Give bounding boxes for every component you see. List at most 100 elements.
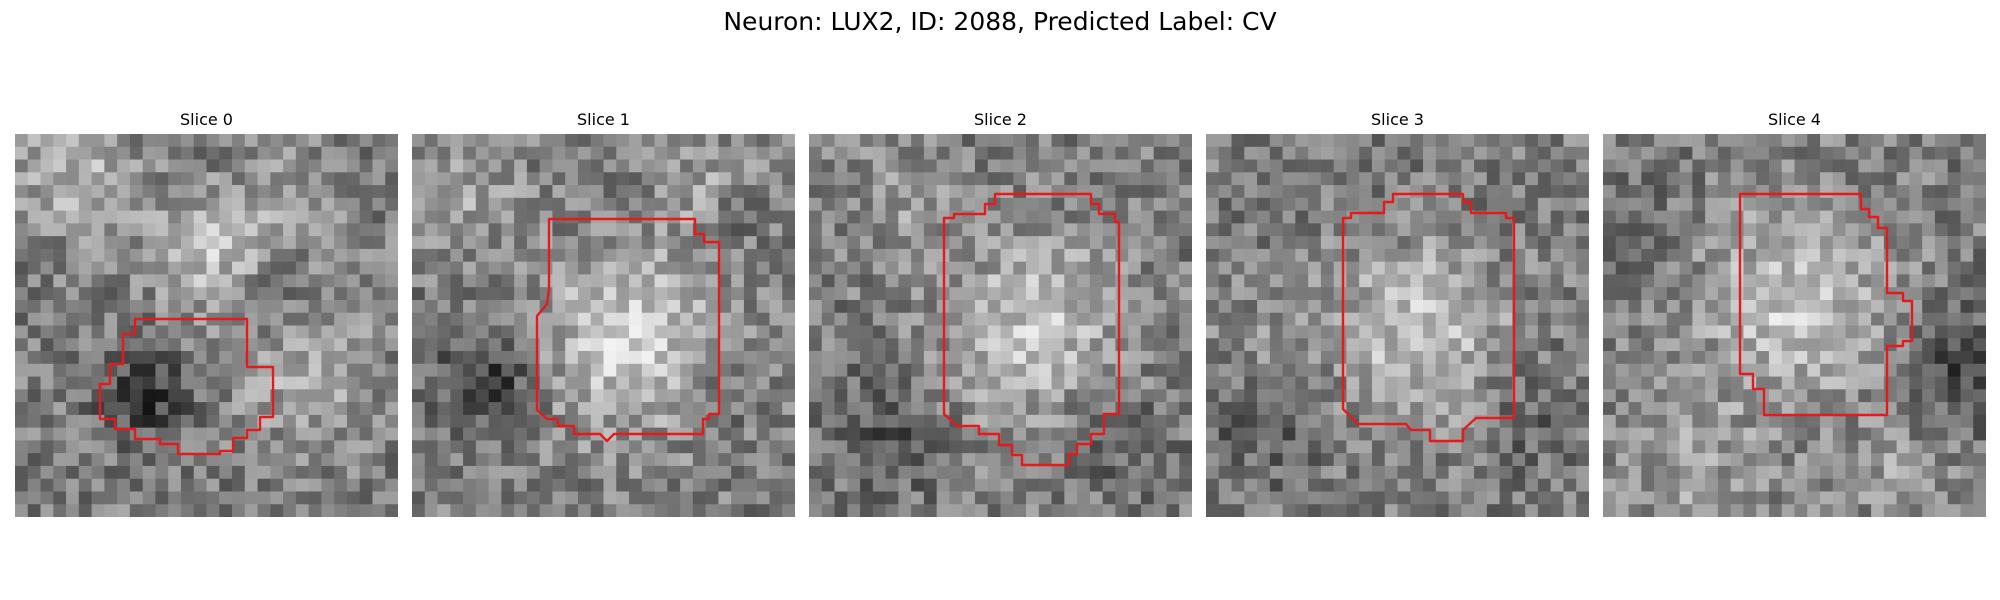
pixel — [1960, 197, 1974, 211]
pixel — [15, 325, 29, 339]
pixel — [1308, 427, 1322, 441]
pixel — [412, 363, 426, 377]
pixel — [1077, 274, 1091, 288]
pixel — [1871, 248, 1885, 263]
pixel — [1794, 465, 1808, 480]
pixel — [885, 351, 899, 365]
pixel — [1628, 261, 1642, 275]
pixel — [206, 351, 220, 365]
pixel — [1537, 363, 1552, 377]
pixel — [743, 338, 758, 352]
pixel — [1486, 504, 1501, 517]
pixel — [180, 465, 195, 480]
pixel — [552, 491, 566, 505]
pixel — [872, 351, 886, 365]
pixel — [1550, 389, 1564, 403]
pixel — [27, 223, 41, 237]
pixel — [244, 440, 258, 454]
pixel — [15, 223, 29, 237]
pixel — [1692, 197, 1706, 211]
pixel — [1218, 325, 1232, 339]
pixel — [1794, 172, 1808, 186]
pixel — [475, 414, 489, 429]
pixel — [1692, 312, 1706, 326]
pixel — [1384, 287, 1398, 301]
pixel — [1206, 453, 1220, 467]
pixel — [244, 159, 258, 173]
pixel — [142, 338, 156, 352]
pixel — [705, 363, 719, 377]
pixel — [1461, 134, 1475, 148]
pixel — [743, 274, 758, 288]
pixel — [1448, 210, 1462, 224]
pixel — [15, 440, 29, 454]
pixel — [667, 159, 681, 173]
pixel — [359, 248, 373, 263]
pixel — [1603, 287, 1617, 301]
pixel — [1153, 363, 1167, 377]
pixel — [539, 172, 553, 186]
pixel — [1038, 351, 1052, 365]
pixel — [1308, 491, 1322, 505]
pixel — [1026, 159, 1040, 173]
pixel — [821, 325, 835, 339]
pixel — [27, 210, 41, 224]
pixel — [654, 376, 668, 390]
pixel — [603, 185, 617, 199]
pixel — [1499, 376, 1513, 390]
pixel — [385, 440, 398, 454]
pixel — [15, 389, 29, 403]
pixel — [1512, 491, 1526, 505]
pixel — [514, 210, 528, 224]
pixel — [1730, 453, 1744, 467]
pixel — [1410, 338, 1424, 352]
pixel — [1384, 351, 1398, 365]
pixel — [1128, 389, 1142, 403]
pixel — [885, 197, 899, 211]
pixel — [514, 172, 528, 186]
pixel — [1717, 491, 1732, 505]
pixel — [1384, 325, 1398, 339]
pixel — [180, 504, 195, 517]
pixel — [641, 236, 655, 250]
pixel — [667, 274, 681, 288]
pixel — [501, 351, 515, 365]
pixel — [552, 389, 566, 403]
pixel — [898, 338, 912, 352]
pixel — [756, 389, 770, 403]
pixel — [1705, 376, 1719, 390]
pixel — [1615, 197, 1629, 211]
pixel — [1179, 465, 1192, 480]
pixel — [1845, 210, 1859, 224]
pixel — [1218, 197, 1232, 211]
pixel — [78, 504, 92, 517]
pixel — [142, 376, 156, 390]
pixel — [501, 274, 515, 288]
pixel — [1461, 172, 1475, 186]
pixel — [1768, 210, 1783, 224]
pixel — [117, 465, 131, 480]
pixel — [885, 402, 899, 416]
pixel — [860, 427, 874, 441]
pixel — [91, 338, 105, 352]
pixel — [987, 146, 1001, 160]
pixel — [949, 146, 963, 160]
pixel — [756, 363, 770, 377]
pixel — [1115, 351, 1129, 365]
pixel — [424, 299, 438, 314]
pixel — [359, 274, 373, 288]
pixel — [1269, 210, 1283, 224]
pixel — [1435, 478, 1449, 492]
pixel — [1973, 185, 1986, 199]
pixel — [1705, 325, 1719, 339]
pixel — [1679, 465, 1693, 480]
pixel — [1346, 274, 1360, 288]
pixel — [1743, 248, 1757, 263]
pixel — [1525, 363, 1539, 377]
pixel — [911, 363, 925, 377]
pixel — [1423, 363, 1437, 377]
pixel — [577, 236, 592, 250]
pixel — [53, 465, 67, 480]
pixel — [66, 274, 80, 288]
pixel — [616, 312, 630, 326]
